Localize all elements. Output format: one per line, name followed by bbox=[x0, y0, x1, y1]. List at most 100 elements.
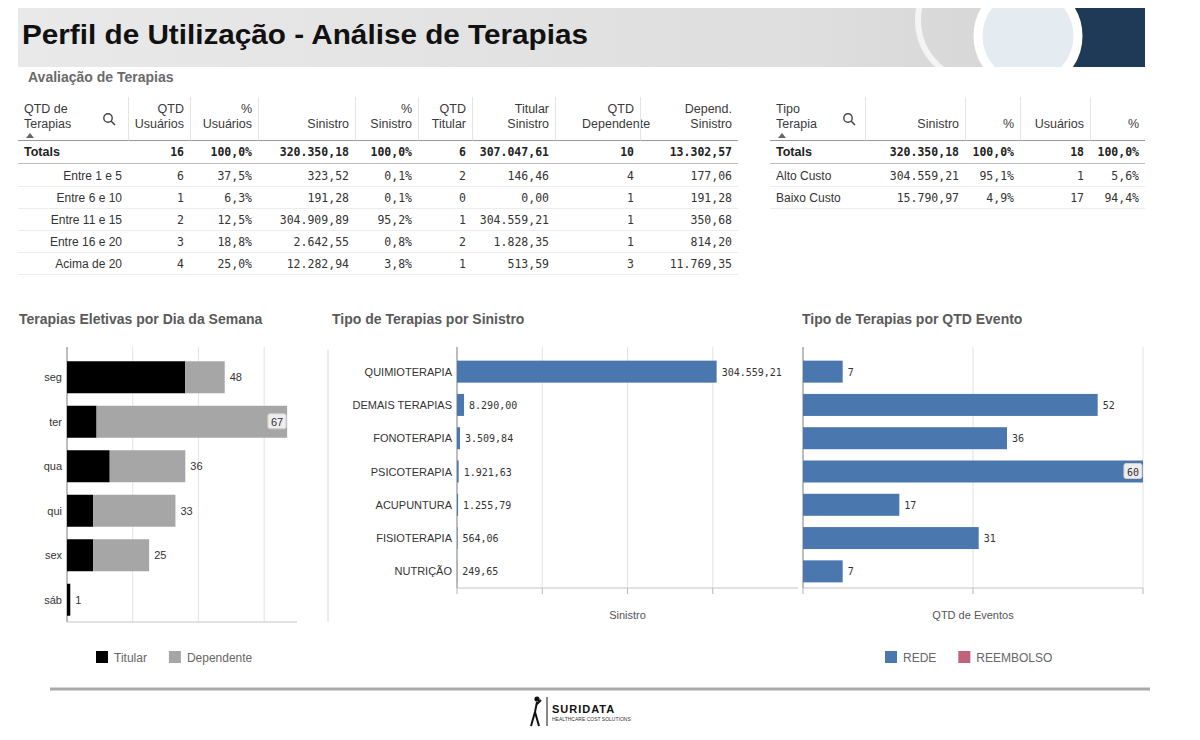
bar bbox=[457, 560, 458, 582]
totals-value: 100,0% bbox=[972, 145, 1014, 159]
table-cell: 2 bbox=[418, 165, 472, 187]
category-label: seg bbox=[44, 371, 62, 383]
legend-label: Titular bbox=[114, 651, 147, 665]
table-value: 0 bbox=[459, 191, 466, 205]
bar bbox=[67, 450, 110, 482]
table-cell: 177,06 bbox=[640, 165, 738, 187]
chart-title: Tipo de Terapias por Sinistro bbox=[332, 311, 524, 327]
marks bbox=[457, 361, 717, 583]
category-label: qui bbox=[47, 505, 62, 517]
bar bbox=[803, 361, 843, 383]
logo: SURIDATAHEALTHCARE COST SOLUTIONS bbox=[531, 696, 631, 726]
table-cell: Entre 1 e 5 bbox=[18, 165, 128, 187]
header-label: Tipo Terapia bbox=[776, 102, 834, 132]
bar bbox=[899, 494, 900, 516]
data-label: 25 bbox=[154, 549, 166, 561]
footer-rule bbox=[50, 688, 1150, 691]
header-cell: % Usuários bbox=[190, 97, 258, 141]
header-label: Sinistro bbox=[917, 117, 959, 132]
table-cell: 1.828,35 bbox=[472, 231, 555, 253]
legend-swatch bbox=[169, 651, 181, 663]
table-value: 0,8% bbox=[384, 235, 412, 249]
table-value: 2.642,55 bbox=[294, 235, 349, 249]
table-value: 177,06 bbox=[690, 169, 732, 183]
table-value: 350,68 bbox=[690, 213, 732, 227]
data-label: 304.559,21 bbox=[722, 367, 782, 378]
table-value: 6 bbox=[177, 169, 184, 183]
table-cell: 25,0% bbox=[190, 253, 258, 275]
axis-line bbox=[803, 588, 1143, 589]
bar bbox=[803, 494, 899, 516]
table-value: 0,1% bbox=[384, 191, 412, 205]
search-icon bbox=[111, 121, 115, 125]
totals-value: 16 bbox=[170, 145, 184, 159]
totals-value: 100,0% bbox=[370, 145, 412, 159]
table-cell: 95,1% bbox=[965, 165, 1020, 187]
header-label: % bbox=[1128, 117, 1139, 132]
table-value: Baixo Custo bbox=[776, 191, 841, 205]
table-value: Entre 16 e 20 bbox=[50, 235, 122, 249]
table-value: 1 bbox=[177, 191, 184, 205]
legend-label: REEMBOLSO bbox=[976, 651, 1052, 665]
table-cell: 0 bbox=[418, 187, 472, 209]
table-cell: 304.559,21 bbox=[472, 209, 555, 231]
table-cell: 1 bbox=[128, 187, 190, 209]
category-label: QUIMIOTERAPIA bbox=[365, 366, 453, 378]
table-value: 0,1% bbox=[384, 169, 412, 183]
data-label: 36 bbox=[190, 460, 202, 472]
data-label: 52 bbox=[1103, 400, 1115, 411]
data-label: 8.290,00 bbox=[469, 400, 517, 411]
tick-mark bbox=[542, 588, 543, 594]
bar bbox=[1097, 394, 1098, 416]
totals-cell: 13.302,57 bbox=[640, 141, 738, 164]
bar bbox=[803, 461, 1143, 483]
header-cell: Tipo Terapia bbox=[770, 97, 865, 141]
table-value: 95,1% bbox=[979, 169, 1014, 183]
table-value: 1 bbox=[627, 213, 634, 227]
chart-title: Terapias Eletivas por Dia da Semana bbox=[19, 311, 263, 327]
table-cell: 191,28 bbox=[258, 187, 355, 209]
header-label: Sinistro bbox=[307, 117, 349, 132]
bar bbox=[457, 461, 459, 483]
table-cell: 5,6% bbox=[1090, 165, 1145, 187]
header-label: Usuários bbox=[1035, 117, 1084, 132]
bar bbox=[842, 361, 843, 383]
header-cell: QTD Usuários bbox=[128, 97, 190, 141]
table-value: 814,20 bbox=[690, 235, 732, 249]
table-cell: 18,8% bbox=[190, 231, 258, 253]
tick-mark bbox=[457, 588, 458, 594]
bar bbox=[67, 495, 93, 527]
bar bbox=[457, 427, 460, 449]
grid-line bbox=[542, 347, 543, 588]
table-value: 4 bbox=[627, 169, 634, 183]
table-value: 18,8% bbox=[217, 235, 252, 249]
tick-mark bbox=[1143, 588, 1144, 594]
table-value: 2 bbox=[459, 169, 466, 183]
table-value: 191,28 bbox=[690, 191, 732, 205]
totals-value: 320.350,18 bbox=[890, 145, 959, 159]
tagline: HEALTHCARE COST SOLUTIONS bbox=[552, 716, 631, 722]
data-label: 564,06 bbox=[462, 533, 498, 544]
sort-indicator bbox=[778, 133, 786, 138]
table-value: 191,28 bbox=[307, 191, 349, 205]
header-cell: % bbox=[965, 97, 1020, 141]
data-label: 7 bbox=[848, 367, 854, 378]
table-cell: 95,2% bbox=[355, 209, 418, 231]
table-cell: 94,4% bbox=[1090, 187, 1145, 209]
totals-cell: 100,0% bbox=[965, 141, 1020, 164]
header-cell: Usuários bbox=[1020, 97, 1090, 141]
category-label: sáb bbox=[44, 594, 62, 606]
legend-label: Dependente bbox=[187, 651, 253, 665]
table-cell: 1 bbox=[1020, 165, 1090, 187]
header-cell: QTD de Terapias bbox=[18, 97, 128, 141]
axis-line bbox=[457, 588, 798, 589]
table-cell: 0,00 bbox=[472, 187, 555, 209]
data-label: 17 bbox=[904, 500, 916, 511]
totals-cell: 6 bbox=[418, 141, 472, 164]
marks bbox=[803, 361, 1143, 583]
table-cell: 17 bbox=[1020, 187, 1090, 209]
totals-value: 100,0% bbox=[1097, 145, 1139, 159]
totals-cell: 320.350,18 bbox=[258, 141, 355, 164]
marks bbox=[67, 361, 287, 616]
logo-divider bbox=[547, 697, 548, 726]
